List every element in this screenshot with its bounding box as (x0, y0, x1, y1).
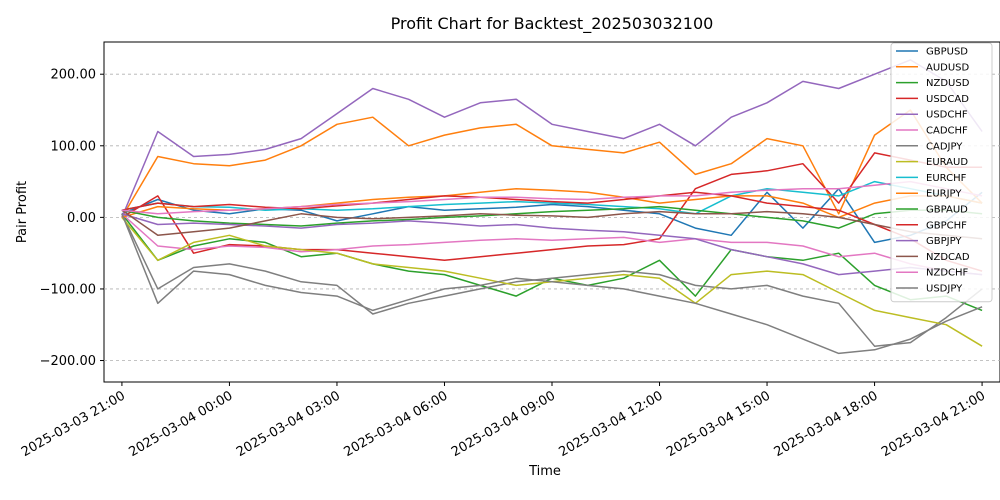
y-axis: −200.00 −100.00 0.00 100.00 200.00 (40, 68, 104, 369)
y-tick-label: 100.00 (51, 139, 97, 154)
legend-label: EURAUD (926, 157, 968, 168)
legend-label: GBPJPY (926, 236, 962, 247)
legend-label: GBPAUD (926, 205, 968, 216)
series-line-nzdchf (121, 180, 983, 215)
series-line-cadchf (121, 213, 983, 276)
legend-label: USDJPY (926, 284, 963, 295)
chart-title: Profit Chart for Backtest_202503032100 (391, 14, 714, 34)
x-tick-label: 2025-03-04 06:00 (342, 388, 451, 460)
series-line-gbpjpy (121, 213, 983, 276)
legend-label: NZDCHF (926, 268, 969, 279)
series-lines (121, 59, 983, 355)
x-tick-label: 2025-03-03 21:00 (19, 388, 128, 460)
legend-label: USDCAD (926, 94, 969, 105)
x-tick-label: 2025-03-04 18:00 (772, 388, 881, 460)
x-tick-label: 2025-03-04 03:00 (234, 388, 343, 460)
y-tick-label: 0.00 (67, 211, 96, 226)
y-tick-label: 200.00 (51, 68, 97, 83)
y-tick-label: −200.00 (40, 354, 96, 369)
legend-box (890, 42, 993, 303)
x-tick-label: 2025-03-04 09:00 (449, 388, 558, 460)
series-line-usdjpy (121, 213, 983, 355)
legend-label: NZDUSD (926, 78, 970, 89)
legend-label: NZDCAD (926, 252, 970, 263)
legend-label: USDCHF (926, 110, 968, 121)
series-line-audusd (121, 109, 983, 218)
legend-label: CADCHF (926, 126, 968, 137)
x-tick-label: 2025-03-04 21:00 (879, 388, 988, 460)
y-axis-title: Pair Profit (15, 181, 30, 243)
legend-label: EURJPY (926, 189, 962, 200)
x-tick-label: 2025-03-04 15:00 (664, 388, 773, 460)
x-axis-title: Time (528, 464, 561, 479)
series-line-gbpchf (121, 191, 983, 272)
y-tick-label: −100.00 (40, 282, 96, 297)
grid-lines (104, 73, 1000, 361)
legend-label: EURCHF (926, 173, 967, 184)
series-line-nzdcad (121, 209, 983, 240)
series-line-cadjpy (121, 213, 983, 347)
legend-label: CADJPY (926, 141, 963, 152)
series-line-usdchf (121, 59, 983, 218)
legend-label: GBPCHF (926, 220, 967, 231)
series-line-eurchf (121, 180, 983, 215)
legend-label: AUDUSD (926, 62, 970, 73)
legend-label: GBPUSD (926, 47, 968, 58)
series-line-gbpaud (121, 205, 983, 229)
x-tick-label: 2025-03-04 12:00 (557, 388, 666, 460)
legend: GBPUSD AUDUSD NZDUSD USDCAD USDCHF CADCHF CADJ… (890, 42, 993, 303)
x-tick-label: 2025-03-04 00:00 (126, 388, 235, 460)
